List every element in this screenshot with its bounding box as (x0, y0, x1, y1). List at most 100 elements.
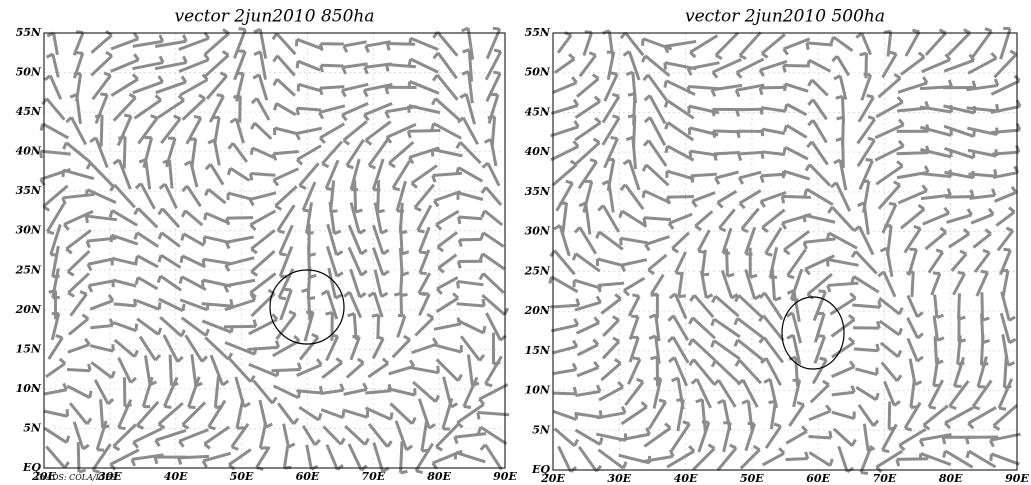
barb-shaft (209, 354, 225, 386)
barb-shaft (761, 150, 786, 157)
barb-shaft (674, 251, 687, 274)
barb-shaft (347, 224, 363, 255)
barb-shaft (249, 272, 277, 294)
barb-flag (935, 248, 944, 254)
barb-shaft (398, 247, 404, 275)
barb-shaft (919, 125, 952, 137)
barb-shaft (578, 226, 598, 255)
barb-flag (800, 425, 808, 433)
barb-flag (898, 307, 904, 315)
barb-shaft (258, 28, 268, 59)
barb-flag (641, 164, 648, 172)
barb-flag (157, 302, 162, 310)
barb-shaft (805, 187, 834, 207)
barb-flag (939, 226, 947, 234)
barb-flag (589, 158, 598, 164)
barb-shaft (969, 193, 996, 200)
barb-flag (758, 69, 765, 77)
barb-shaft (90, 54, 113, 77)
barb-flag (804, 451, 810, 460)
barb-flag (867, 115, 876, 121)
barb-flag (130, 458, 137, 467)
barb-flag (272, 78, 279, 87)
barb-shaft (136, 317, 160, 336)
barb-shaft (603, 137, 619, 169)
barb-flag (480, 186, 488, 194)
barb-shaft (482, 231, 505, 248)
barb-shaft (204, 54, 230, 78)
barb-shaft (139, 182, 156, 210)
barb-shaft (347, 443, 363, 471)
barb-flag (966, 208, 973, 216)
barb-flag (573, 120, 580, 128)
barb-shaft (597, 448, 625, 470)
barb-shaft (181, 401, 207, 426)
barb-flag (382, 269, 390, 277)
barb-flag (279, 252, 287, 257)
barb-flag (565, 179, 573, 185)
barb-flag (667, 222, 675, 230)
barb-flag (157, 422, 166, 430)
barb-shaft (671, 336, 690, 364)
barb-flag (157, 207, 164, 216)
barb-flag (271, 396, 278, 405)
barb-shaft (432, 147, 463, 158)
barb-shaft (349, 202, 361, 234)
barb-flag (688, 150, 693, 159)
barb-flag (86, 263, 93, 272)
barb-flag (150, 114, 158, 120)
y-tick-label: 35N (525, 185, 551, 198)
barb-flag (108, 318, 115, 326)
barb-shaft (364, 120, 392, 142)
barb-flag (201, 73, 209, 81)
barb-shaft (556, 34, 573, 54)
barb-flag (819, 356, 827, 362)
barb-shaft (296, 37, 322, 50)
barb-flag (712, 153, 718, 161)
barb-flag (298, 184, 307, 190)
barb-flag (39, 123, 45, 131)
credit: GrADS: COLA/IGES (36, 473, 117, 482)
barb-shaft (298, 82, 321, 92)
barb-shaft (99, 399, 105, 429)
barb-shaft (881, 423, 898, 451)
barb-flag (461, 70, 470, 76)
barb-shaft (179, 298, 208, 312)
barb-shaft (598, 230, 624, 251)
barb-shaft (838, 75, 848, 100)
barb-shaft (273, 150, 299, 156)
barb-shaft (857, 225, 875, 256)
barb-shaft (904, 31, 921, 57)
barb-shaft (764, 357, 782, 386)
barb-shaft (689, 34, 719, 54)
barb-flag (598, 437, 604, 445)
barb-flag (761, 226, 769, 233)
barb-shaft (623, 276, 646, 292)
y-tick-label: 15N (525, 344, 551, 357)
barb-shaft (111, 209, 138, 227)
barb-flag (188, 405, 196, 409)
barb-flag (156, 327, 163, 336)
barb-shaft (456, 302, 485, 308)
barb-shaft (184, 334, 204, 363)
barb-flag (643, 116, 651, 124)
y-tick-label: 20N (524, 304, 551, 317)
barb-flag (595, 231, 601, 239)
barb-flag (229, 298, 234, 307)
barb-flag (893, 180, 901, 187)
barb-flag (572, 140, 580, 148)
barb-flag (82, 443, 90, 451)
barb-flag (888, 201, 897, 207)
barb-shaft (46, 203, 66, 233)
barb-flag (648, 334, 657, 340)
barb-shaft (967, 148, 997, 158)
barb-flag (250, 270, 259, 277)
barb-flag (1007, 361, 1016, 367)
barb-flag (664, 122, 670, 130)
barb-shaft (875, 449, 904, 469)
barb-flag (1008, 206, 1016, 214)
barb-flag (362, 382, 369, 391)
barb-flag (806, 59, 811, 68)
barb-shaft (409, 80, 440, 95)
barb-shaft (230, 422, 250, 448)
